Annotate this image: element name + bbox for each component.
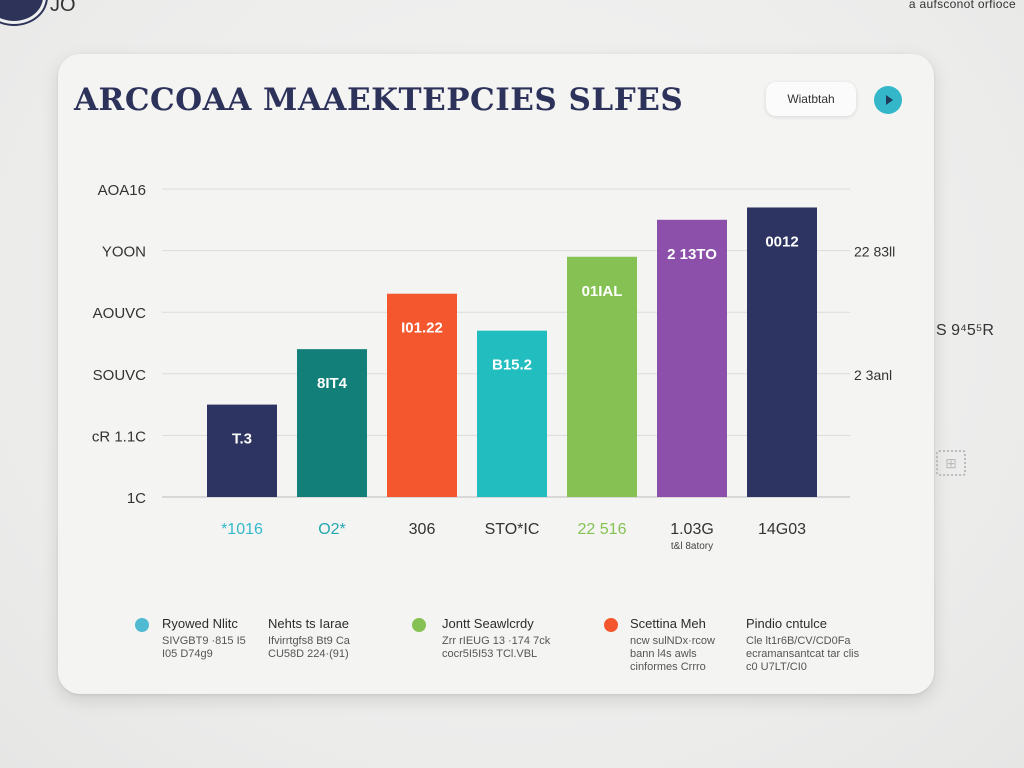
y-tick-label: AOA16	[98, 182, 146, 199]
y-tick-label: 1C	[127, 490, 146, 507]
y-tick-label: AOUVC	[93, 305, 147, 322]
y-tick-label: cR 1.1C	[92, 428, 146, 445]
legend-detail: ecramansantcat tar clis	[746, 648, 860, 660]
data-label: 01IAL	[582, 283, 623, 300]
legend-swatch	[135, 618, 149, 632]
y-tick-label: SOUVC	[93, 367, 147, 384]
chart-title: ARCCOAA MAAEKTEPCIES SLFES	[74, 82, 684, 118]
corner-text: JO	[50, 0, 76, 16]
legend-item: Nehts ts Iarae Ifvirrtgfs8 Bt9 Ca CU58D 22…	[268, 616, 350, 661]
legend-detail: ncw sulNDx·rcow	[630, 635, 715, 647]
outer-right-label: S 9⁴5⁵R	[936, 322, 994, 339]
x-tick-label: O2*	[318, 521, 346, 538]
expand-icon[interactable]: ⊞	[936, 450, 966, 476]
legend-detail: cinformes Crrro	[630, 661, 706, 673]
legend-item: Ryowed Nlitc SIVGBT9 ·815 I5 I05 D74g9	[162, 616, 246, 661]
legend-swatch	[412, 618, 426, 632]
legend-detail: Ifvirrtgfs8 Bt9 Ca	[268, 635, 350, 647]
x-tick-label: 14G03	[758, 521, 806, 538]
legend-title: Ryowed Nlitc	[162, 616, 238, 631]
right-axis-label: 2 3anl	[854, 367, 892, 383]
x-tick-label: 1.03G	[670, 521, 714, 538]
legend-detail: bann l4s awls	[630, 648, 697, 660]
data-label: 0012	[765, 233, 798, 250]
x-tick-label: 22 516	[578, 521, 627, 538]
legend-item: Jontt Seawlcrdy Zrr rIEUG 13 ·174 7ck cocr…	[442, 616, 550, 661]
legend-title: Jontt Seawlcrdy	[442, 616, 534, 631]
legend-item: Pindio cntulce Cle lt1r6B/CV/CD0Fa ecraman…	[746, 616, 859, 674]
bar	[297, 349, 367, 497]
right-axis-label: 22 83ll	[854, 244, 895, 260]
bar	[477, 330, 547, 497]
play-icon	[885, 95, 893, 105]
chart-labels: 1C cR 1.1C SOUVC AOUVC YOON AOA16 22 83ll 2 3an…	[92, 182, 895, 552]
bar	[207, 404, 277, 497]
filter-pill-button[interactable]: Wiatbtah	[766, 82, 856, 116]
x-tick-sublabel: t&l 8atory	[671, 541, 713, 552]
top-right-text: a aufsconot orfioce	[908, 0, 1016, 11]
x-tick-label: 306	[409, 521, 436, 538]
legend-title: Nehts ts Iarae	[268, 616, 349, 631]
data-label: I01.22	[401, 320, 443, 337]
legend-detail: SIVGBT9 ·815 I5	[162, 635, 246, 647]
x-tick-label: *1016	[221, 521, 263, 538]
legend-title: Scettina Meh	[630, 616, 706, 631]
legend-detail: Zrr rIEUG 13 ·174 7ck	[442, 635, 551, 647]
legend-item: Scettina Meh ncw sulNDx·rcow bann l4s awls…	[630, 616, 715, 674]
legend-swatch	[604, 618, 618, 632]
data-label: B15.2	[492, 357, 532, 374]
bar	[657, 219, 727, 498]
legend-detail: I05 D74g9	[162, 648, 213, 660]
y-tick-label: YOON	[102, 244, 146, 261]
legend-detail: CU58D 224·(91)	[268, 648, 349, 660]
legend-title: Pindio cntulce	[746, 616, 827, 631]
bar	[567, 256, 637, 497]
x-tick-label: STO*IC	[485, 521, 540, 538]
data-label: 8IT4	[317, 375, 348, 392]
data-label: T.3	[232, 431, 252, 448]
legend-detail: c0 U7LT/CI0	[746, 661, 807, 673]
bar	[747, 207, 817, 498]
legend-detail: Cle lt1r6B/CV/CD0Fa	[746, 635, 851, 647]
legend-detail: cocr5I5I53 TCl.VBL	[442, 648, 538, 660]
bar	[387, 293, 457, 497]
play-button[interactable]	[874, 86, 902, 114]
bars	[207, 207, 817, 498]
data-label: 2 13TO	[667, 246, 717, 263]
